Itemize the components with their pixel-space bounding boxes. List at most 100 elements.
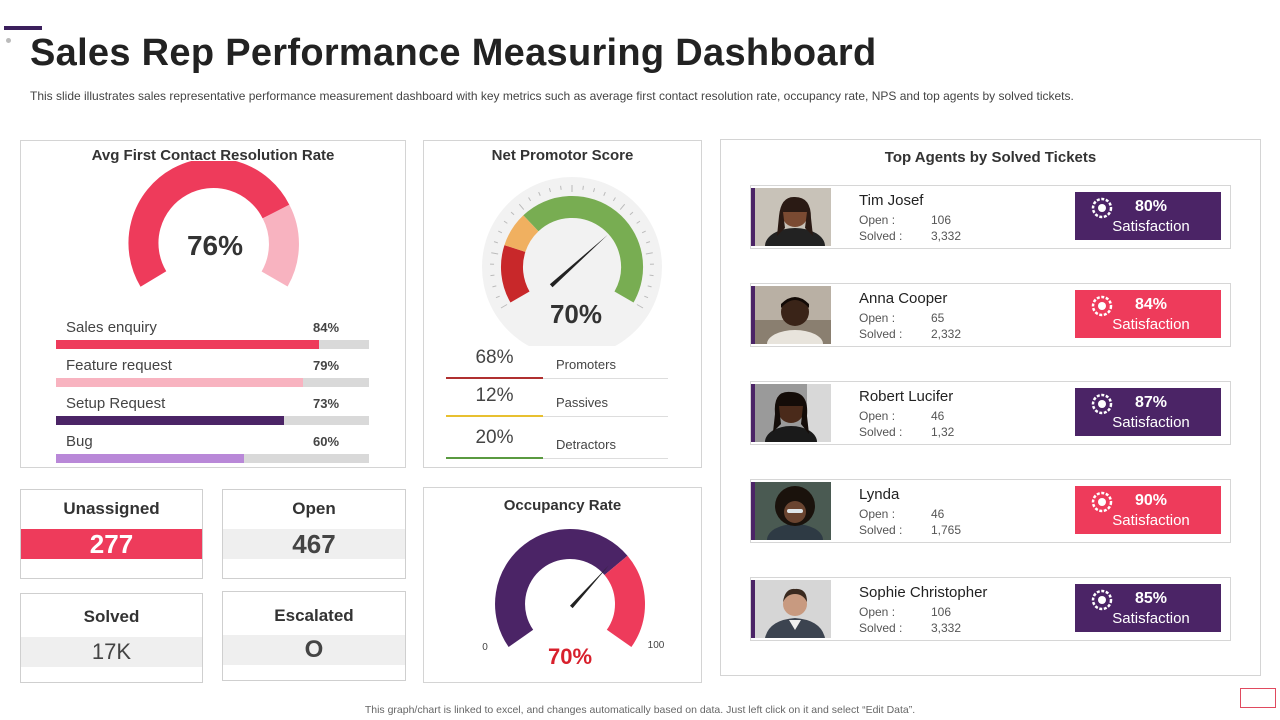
nps-legend-line bbox=[446, 415, 543, 417]
nps-legend-name: Detractors bbox=[556, 437, 616, 452]
nps-tick bbox=[498, 230, 503, 234]
satisfaction-value: 80% bbox=[1134, 198, 1168, 215]
nps-legend-pct: 20% bbox=[475, 427, 514, 448]
fcr-row-label: Sales enquiry bbox=[66, 319, 157, 336]
fcr-bar-fill bbox=[56, 378, 304, 387]
fcr-row-value: 60% bbox=[313, 434, 340, 449]
nps-legend-pct: 12% bbox=[475, 385, 514, 406]
nps-legend-row: 12% Passives bbox=[446, 383, 668, 417]
solved-label: Solved : bbox=[859, 621, 903, 635]
corner-decoration bbox=[1240, 688, 1276, 708]
solved-label: Solved : bbox=[859, 229, 903, 243]
decorative-dot bbox=[6, 38, 11, 43]
fcr-arc-remainder bbox=[261, 204, 299, 287]
satisfaction-value: 84% bbox=[1134, 296, 1168, 313]
solved-value: 1,765 bbox=[931, 523, 962, 537]
stat-solved-title: Solved bbox=[83, 607, 140, 626]
nps-legend-line bbox=[446, 457, 543, 459]
nps-tick bbox=[495, 295, 500, 299]
fcr-row: Sales enquiry 84% bbox=[56, 319, 369, 355]
solved-label: Solved : bbox=[859, 327, 903, 341]
nps-tick bbox=[492, 285, 497, 288]
stat-unassigned: Unassigned 277 bbox=[20, 489, 203, 579]
occupancy-arc-value bbox=[495, 528, 628, 647]
agents-panel: Top Agents by Solved Tickets Tim Josef O… bbox=[720, 139, 1261, 676]
stat-solved: Solved 17K bbox=[20, 593, 203, 683]
stat-open-value: 467 bbox=[223, 529, 405, 559]
award-icon bbox=[1091, 491, 1113, 513]
agent-card[interactable]: Tim Josef Open : 106 Solved : 3,332 80% Sa… bbox=[750, 185, 1231, 249]
occupancy-arc-remainder bbox=[604, 555, 645, 648]
fcr-bar-track bbox=[56, 378, 369, 387]
satisfaction-badge: 85% Satisfaction bbox=[1075, 584, 1221, 632]
fcr-arc-value bbox=[128, 161, 290, 287]
fcr-row-value: 79% bbox=[313, 358, 340, 373]
nps-tick bbox=[528, 197, 532, 202]
fcr-row: Feature request 79% bbox=[56, 357, 369, 393]
nps-tick bbox=[538, 191, 541, 196]
nps-tick bbox=[491, 252, 499, 255]
fcr-row-value: 73% bbox=[313, 396, 340, 411]
occupancy-center-label: 70% bbox=[548, 644, 592, 669]
fcr-bar-track bbox=[56, 454, 369, 463]
agent-card[interactable]: Lynda Open : 46 Solved : 1,765 90% Satisfa… bbox=[750, 479, 1231, 543]
nps-title: Net Promotor Score bbox=[491, 147, 634, 164]
satisfaction-label: Satisfaction bbox=[1112, 512, 1190, 529]
nps-tick bbox=[645, 252, 653, 255]
award-icon bbox=[1091, 197, 1113, 219]
satisfaction-label: Satisfaction bbox=[1112, 218, 1190, 235]
agent-solved: Solved : 3,332 bbox=[859, 229, 961, 243]
satisfaction-label: Satisfaction bbox=[1112, 414, 1190, 431]
agent-avatar bbox=[751, 482, 831, 540]
nps-tick bbox=[644, 295, 649, 299]
agent-open: Open : 106 bbox=[859, 213, 951, 227]
nps-tick bbox=[593, 188, 596, 193]
open-value: 65 bbox=[931, 311, 945, 325]
fcr-bar-track bbox=[56, 340, 369, 349]
satisfaction-badge: 90% Satisfaction bbox=[1075, 486, 1221, 534]
nps-tick bbox=[603, 191, 606, 196]
satisfaction-value: 85% bbox=[1134, 590, 1168, 607]
agent-solved: Solved : 2,332 bbox=[859, 327, 961, 341]
nps-tick bbox=[493, 241, 498, 244]
nps-segment-promoters bbox=[523, 195, 644, 303]
agent-solved: Solved : 3,332 bbox=[859, 621, 961, 635]
agent-name: Robert Lucifer bbox=[859, 388, 954, 405]
page-subtitle: This slide illustrates sales representat… bbox=[30, 89, 1074, 103]
satisfaction-badge: 84% Satisfaction bbox=[1075, 290, 1221, 338]
agent-name: Lynda bbox=[859, 486, 900, 503]
open-label: Open : bbox=[859, 311, 896, 325]
fcr-bar-fill bbox=[56, 454, 244, 463]
nps-tick bbox=[641, 230, 646, 234]
nps-tick bbox=[636, 220, 641, 224]
page-title: Sales Rep Performance Measuring Dashboar… bbox=[30, 32, 877, 74]
agent-solved: Solved : 1,32 bbox=[859, 425, 954, 439]
agent-card[interactable]: Anna Cooper Open : 65 Solved : 2,332 84% S… bbox=[750, 283, 1231, 347]
nps-legend-row: 20% Detractors bbox=[446, 425, 668, 459]
nps-tick bbox=[612, 197, 616, 202]
open-value: 106 bbox=[931, 213, 952, 227]
occupancy-panel: Occupancy Rate 0 100 70% bbox=[423, 487, 702, 683]
fcr-bar-fill bbox=[56, 416, 285, 425]
agent-name: Anna Cooper bbox=[859, 290, 948, 307]
occupancy-title: Occupancy Rate bbox=[503, 497, 622, 514]
fcr-row: Bug 60% bbox=[56, 433, 369, 469]
fcr-bar-track bbox=[56, 416, 369, 425]
open-label: Open : bbox=[859, 605, 896, 619]
satisfaction-badge: 87% Satisfaction bbox=[1075, 388, 1221, 436]
nps-tick bbox=[646, 241, 651, 244]
satisfaction-label: Satisfaction bbox=[1112, 610, 1190, 627]
occupancy-gauge: 0 100 70% bbox=[482, 528, 665, 669]
agent-avatar bbox=[751, 188, 831, 246]
stat-solved-value: 17K bbox=[21, 637, 202, 667]
agent-card[interactable]: Sophie Christopher Open : 106 Solved : 3,3… bbox=[750, 577, 1231, 641]
agent-card[interactable]: Robert Lucifer Open : 46 Solved : 1,32 87%… bbox=[750, 381, 1231, 445]
agent-open: Open : 106 bbox=[859, 605, 951, 619]
nps-legend-name: Passives bbox=[556, 395, 609, 410]
nps-tick bbox=[582, 185, 584, 190]
agents-title: Top Agents by Solved Tickets bbox=[884, 149, 1097, 166]
award-icon bbox=[1091, 295, 1113, 317]
open-value: 46 bbox=[931, 409, 945, 423]
occupancy-max-label: 100 bbox=[648, 640, 665, 651]
occupancy-min-label: 0 bbox=[482, 642, 488, 653]
